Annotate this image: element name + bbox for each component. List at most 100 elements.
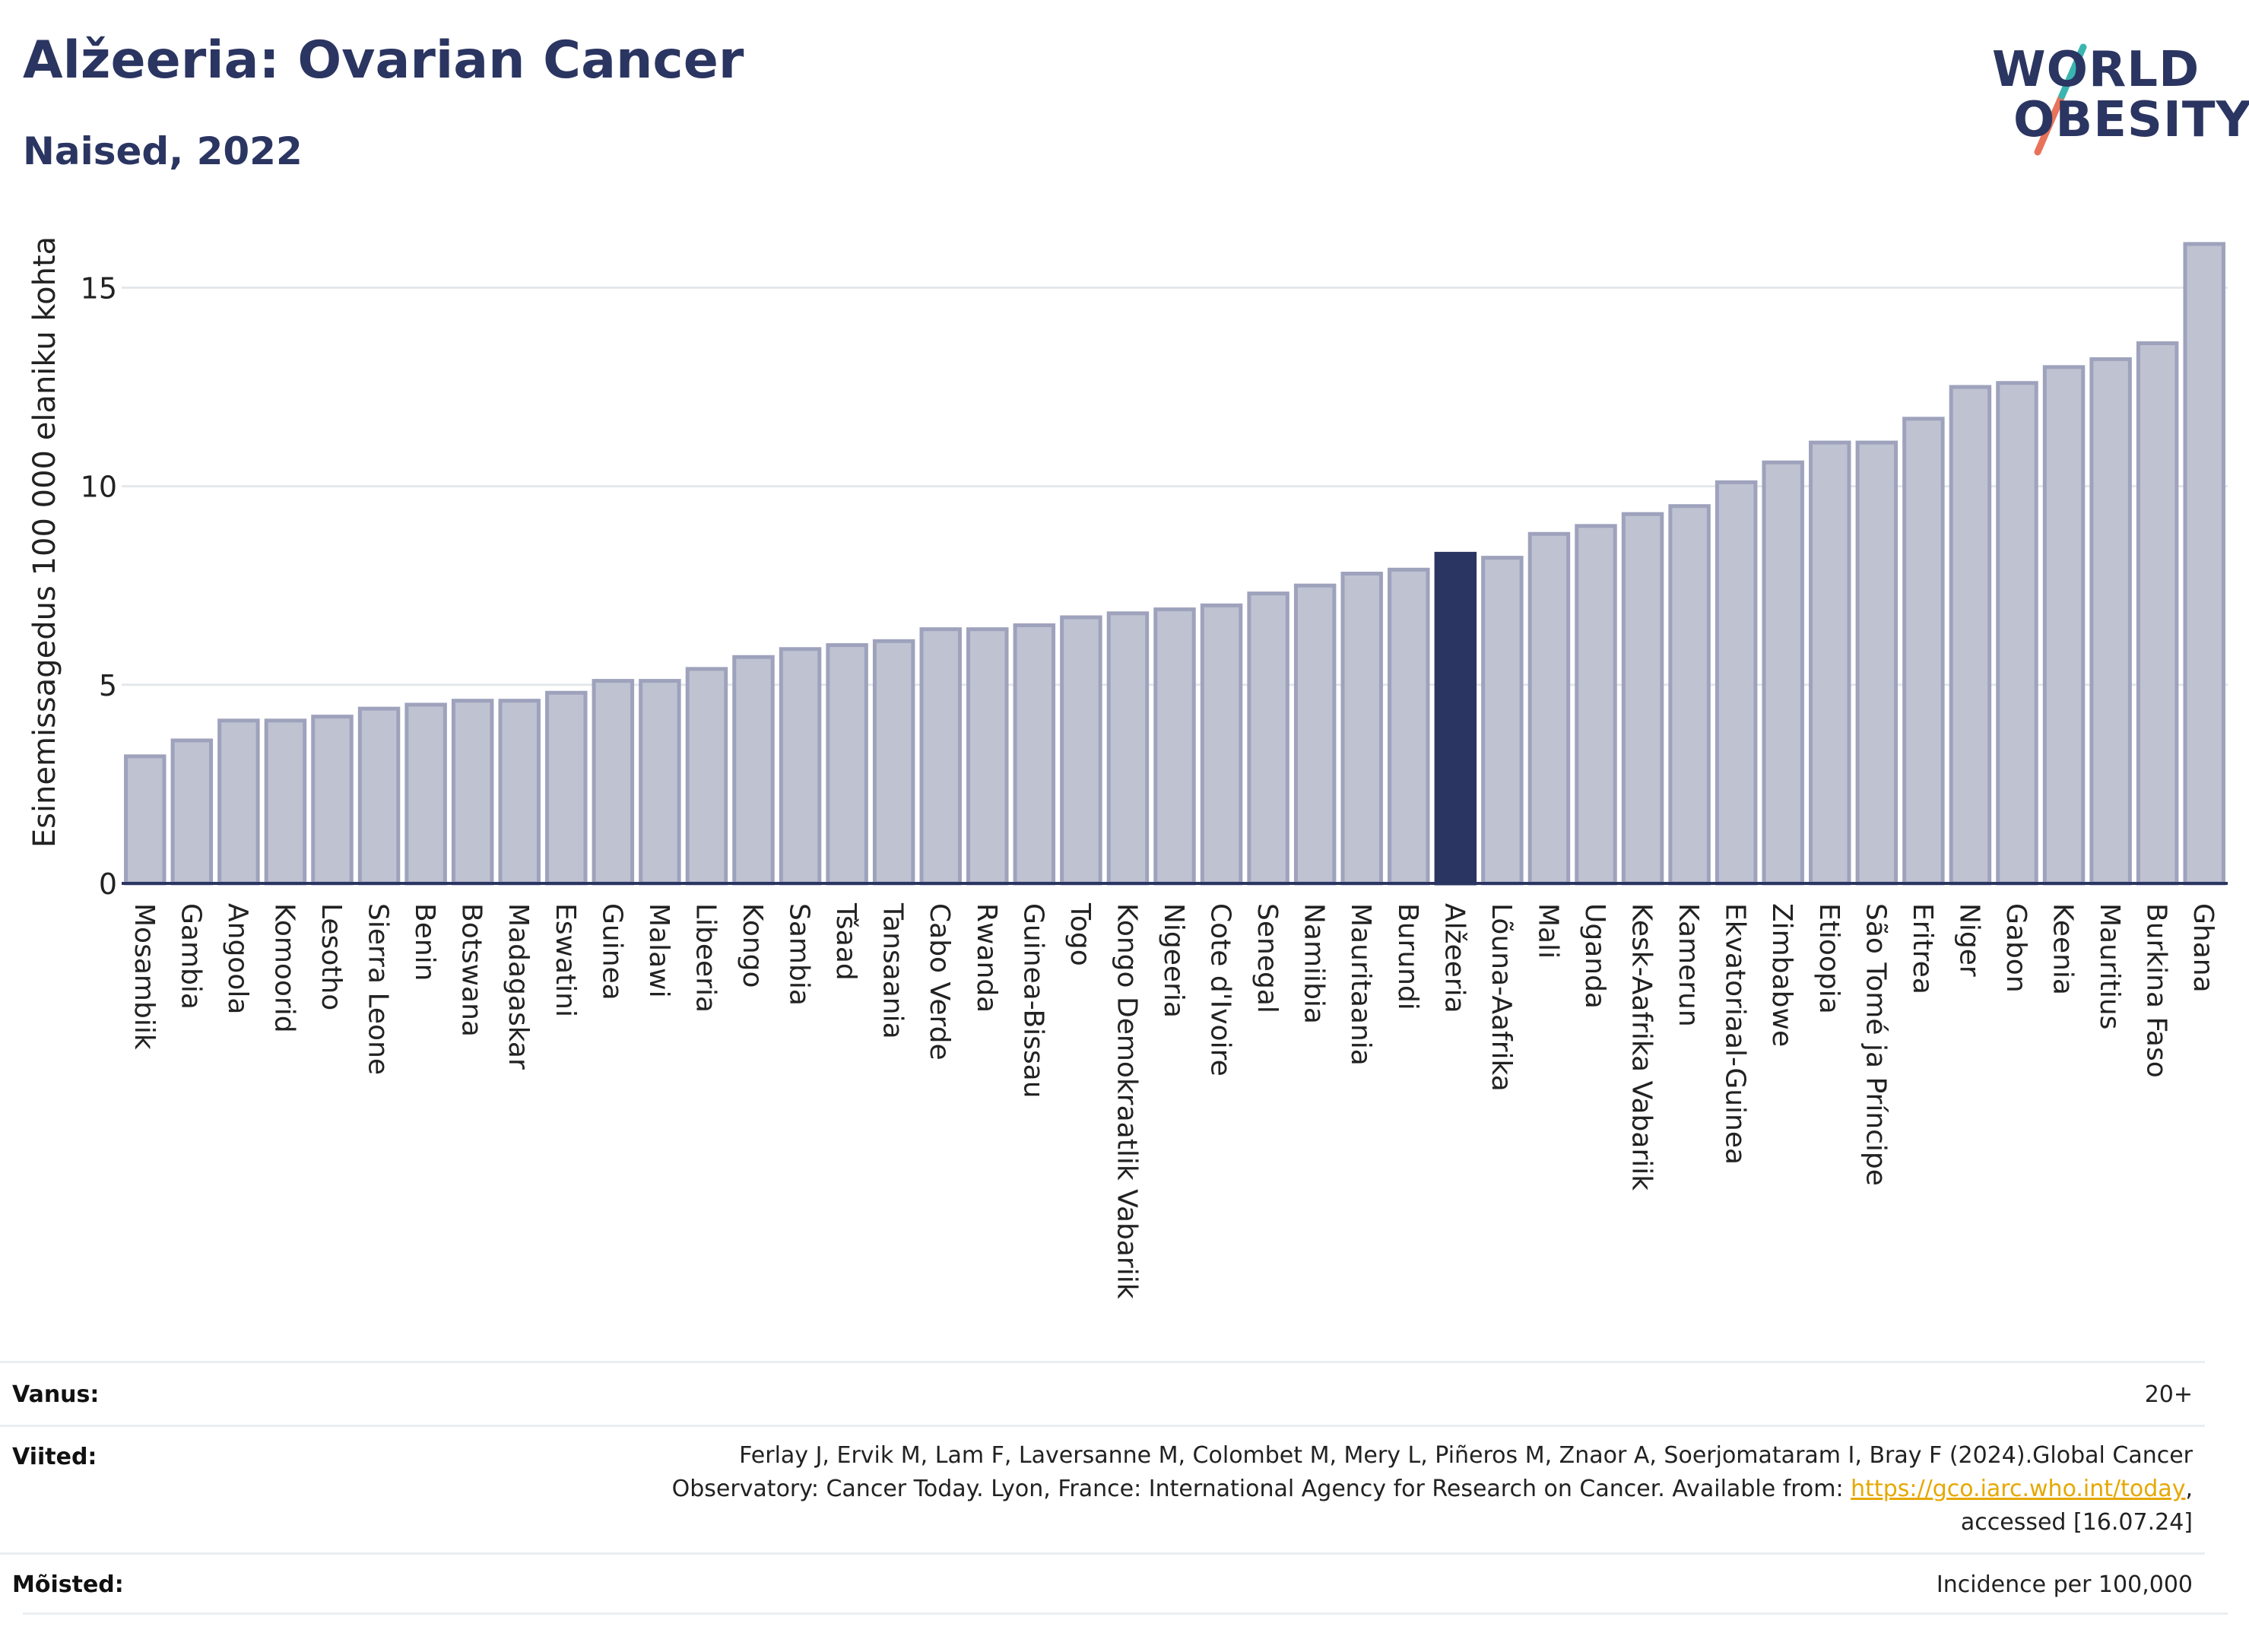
bar: [872, 639, 915, 886]
x-tick-label: Malawi: [643, 903, 674, 998]
x-tick-label: Madagaskar: [503, 903, 534, 1070]
x-tick-label: Rwanda: [971, 903, 1002, 1013]
x-tick-label: Mauritius: [2094, 903, 2125, 1029]
x-tick-label: Sierra Leone: [363, 903, 394, 1075]
bar: [2136, 341, 2179, 886]
bar: [1060, 615, 1102, 886]
bar: [264, 718, 307, 886]
bar: [1200, 603, 1243, 886]
x-tick-label: Burkina Faso: [2141, 903, 2172, 1078]
bar: [1949, 385, 1992, 886]
footer-row-references: Viited: Ferlay J, Ervik M, Lam F, Lavers…: [0, 1425, 2205, 1552]
x-tick-label: Senegal: [1251, 903, 1283, 1013]
x-tick-label: Mosambiik: [128, 903, 160, 1050]
bar: [1902, 417, 1945, 886]
y-axis-label: Esinemissagedus 100 000 elaniku kohta: [27, 236, 62, 848]
x-tick-label: Angoola: [222, 903, 253, 1014]
bar: [1293, 583, 1337, 886]
x-tick-label: Tansaania: [877, 902, 909, 1039]
logo-line-1: WORLD: [1992, 42, 2200, 98]
bar: [2183, 242, 2225, 886]
x-tick-label: Lesotho: [316, 903, 347, 1010]
bar: [124, 754, 167, 886]
bar: [451, 699, 494, 886]
bar: [1575, 524, 1617, 886]
x-tick-label: Togo: [1064, 902, 1096, 966]
x-tick-label: Eswatini: [550, 903, 581, 1017]
x-tick-label: Gabon: [2000, 903, 2032, 993]
x-tick-label: Guinea: [596, 903, 627, 1000]
references-line-2-text: Observatory: Cancer Today. Lyon, France:…: [671, 1476, 1851, 1502]
footer-row-age: Vanus: 20+: [0, 1361, 2205, 1425]
y-tick-label: 0: [99, 867, 117, 901]
bar: [170, 738, 214, 886]
x-tick-label: Alžeeria: [1439, 903, 1470, 1013]
x-tick-label: Keenia: [2048, 903, 2079, 995]
x-tick-label: Namiibia: [1299, 903, 1330, 1024]
y-tick-label: 5: [99, 669, 117, 702]
bar: [1481, 556, 1524, 886]
x-tick-label: Cabo Verde: [924, 903, 955, 1061]
bar: [1247, 591, 1289, 886]
x-tick-label: Zimbabwe: [1766, 903, 1797, 1047]
logo-slash-icon: [2034, 43, 2087, 156]
definitions-label: Mõisted:: [12, 1571, 124, 1598]
x-tick-label: Gambia: [175, 903, 206, 1010]
bar: [1388, 567, 1430, 886]
logo-line-2: OBESITY: [2013, 92, 2249, 148]
x-tick-label: Ekvatoriaal-Guinea: [1720, 903, 1751, 1165]
page-subtitle: Naised, 2022: [23, 129, 303, 173]
references-line-1: Ferlay J, Ervik M, Lam F, Laversanne M, …: [739, 1442, 2193, 1469]
x-tick-label: Kongo: [737, 903, 768, 988]
bar: [639, 679, 681, 886]
bar: [311, 715, 354, 886]
page-title: Alžeeria: Ovarian Cancer: [23, 30, 744, 90]
bar: [357, 706, 401, 886]
bar: [1013, 623, 1056, 886]
x-tick-label: Etioopia: [1813, 903, 1845, 1014]
x-tick-label: Uganda: [1579, 903, 1610, 1009]
bar: [1527, 531, 1571, 886]
bar: [779, 647, 822, 886]
x-tick-label: Nigeeria: [1158, 903, 1189, 1018]
x-tick-label: Kamerun: [1673, 903, 1704, 1027]
x-tick-label: Komoorid: [268, 903, 300, 1033]
footer-row-definitions: Mõisted: Incidence per 100,000: [0, 1552, 2205, 1613]
bar: [1855, 440, 1898, 886]
x-tick-label: Mali: [1532, 903, 1563, 959]
bar: [404, 702, 447, 886]
bar: [732, 655, 775, 886]
x-tick-label: Burundi: [1392, 903, 1423, 1010]
age-label: Vanus:: [12, 1381, 100, 1408]
bar: [2089, 357, 2132, 886]
age-value: 20+: [2144, 1381, 2193, 1408]
bar: [685, 667, 728, 886]
bar: [1762, 460, 1804, 886]
bar: [966, 627, 1009, 886]
bar: [2042, 365, 2086, 886]
footer-bottom-rule: [23, 1612, 2228, 1615]
bar: [1434, 551, 1477, 886]
bar: [1106, 611, 1150, 886]
references-line-2-end: ,: [2185, 1476, 2193, 1502]
x-tick-label: Sambia: [784, 903, 815, 1006]
x-tick-label: Libeeria: [690, 903, 721, 1013]
bar: [1153, 607, 1196, 886]
x-tick-label: Botswana: [456, 903, 487, 1037]
bar: [498, 699, 541, 886]
x-tick-label: Tšaad: [830, 902, 861, 981]
references-link[interactable]: https://gco.iarc.who.int/today: [1851, 1476, 2186, 1502]
definitions-value: Incidence per 100,000: [1936, 1571, 2193, 1598]
x-tick-label: Benin: [409, 903, 440, 981]
x-tick-label: Guinea-Bissau: [1017, 903, 1048, 1099]
x-tick-label: Ghana: [2187, 903, 2219, 993]
x-tick-label: Kongo Demokraatlik Vabariik: [1111, 903, 1142, 1299]
bar: [1340, 572, 1383, 886]
y-tick-label: 15: [81, 271, 117, 305]
bar: [545, 690, 588, 886]
x-tick-label: Niger: [1953, 903, 1984, 977]
bar: [919, 627, 962, 886]
world-obesity-logo: WORLD OBESITY: [1977, 23, 2249, 160]
x-tick-label: Eritrea: [1907, 903, 1938, 994]
bar: [826, 643, 868, 886]
